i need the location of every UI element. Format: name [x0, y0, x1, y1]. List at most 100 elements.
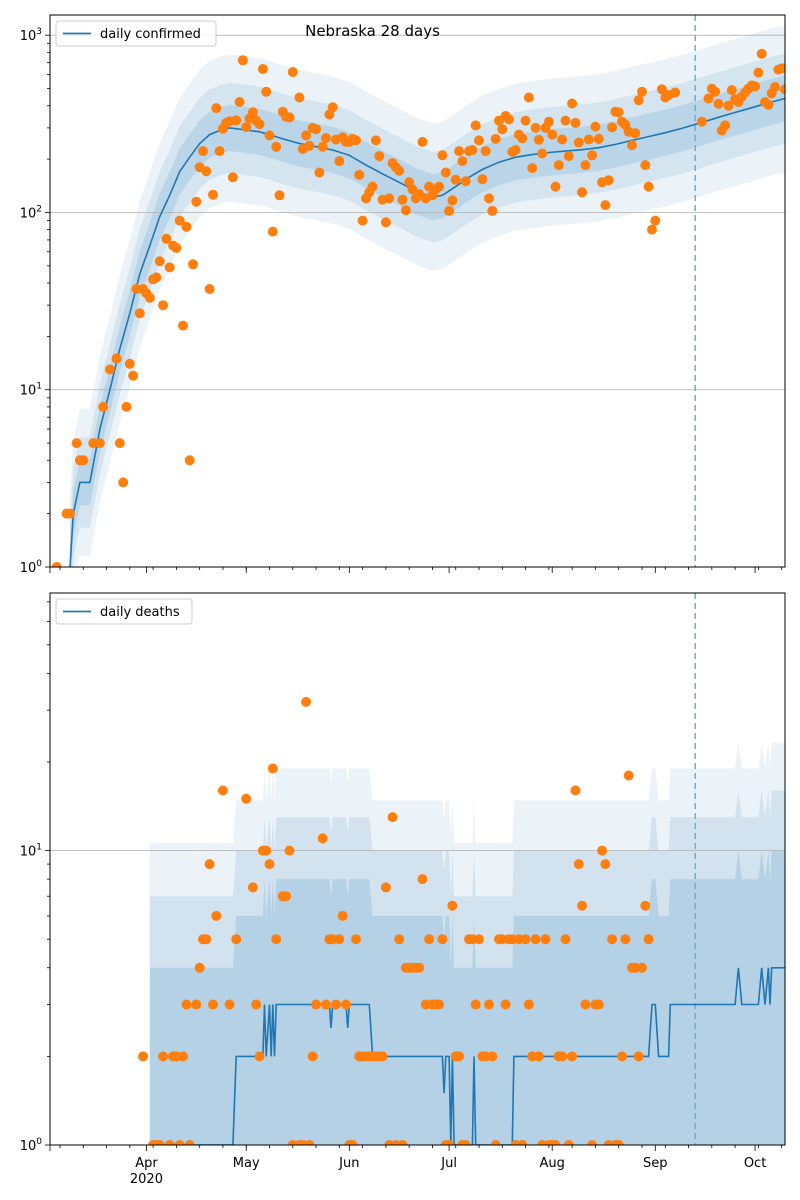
- data-point: [397, 1140, 408, 1145]
- data-point: [247, 882, 258, 893]
- data-point: [587, 1140, 598, 1145]
- data-point: [171, 243, 182, 253]
- data-point: [414, 962, 425, 973]
- data-point: [284, 112, 295, 123]
- data-point: [600, 859, 611, 870]
- data-point: [696, 116, 707, 127]
- data-point: [351, 135, 361, 146]
- data-point: [770, 82, 780, 92]
- data-point: [154, 1140, 165, 1145]
- data-point: [750, 81, 761, 92]
- data-point: [174, 215, 185, 226]
- data-point: [763, 99, 774, 110]
- data-point: [583, 134, 594, 145]
- data-point: [613, 1140, 624, 1145]
- data-point: [351, 934, 361, 945]
- data-point: [587, 150, 598, 161]
- x-tick-label: Sep: [643, 1156, 668, 1171]
- data-point: [557, 1051, 568, 1062]
- data-point: [530, 122, 541, 133]
- data-point: [577, 900, 588, 911]
- data-point: [251, 999, 262, 1010]
- data-point: [484, 193, 494, 204]
- data-point: [440, 167, 451, 178]
- data-point: [394, 934, 405, 945]
- x-tick-label: Oct: [744, 1156, 766, 1171]
- data-point: [304, 140, 315, 151]
- data-point: [577, 187, 588, 198]
- data-point: [474, 934, 484, 945]
- legend: daily confirmed: [55, 20, 217, 47]
- data-point: [184, 455, 195, 466]
- data-point: [517, 1140, 528, 1145]
- legend-label: daily confirmed: [100, 27, 201, 42]
- data-point: [294, 92, 305, 103]
- data-point: [254, 1051, 265, 1062]
- data-point: [347, 1140, 358, 1145]
- data-point: [134, 308, 145, 319]
- data-point: [520, 115, 531, 126]
- data-point: [454, 1051, 465, 1062]
- uncertainty-band: [70, 24, 785, 567]
- data-point: [237, 55, 248, 66]
- data-point: [231, 934, 242, 945]
- data-point: [620, 934, 631, 945]
- data-point: [247, 107, 258, 118]
- x-tick-label: Jul: [440, 1156, 457, 1171]
- data-point: [613, 107, 624, 118]
- data-point: [274, 190, 285, 201]
- data-point: [444, 1140, 455, 1145]
- uncertainty-band: [70, 75, 785, 567]
- y-tick-label: 100: [20, 1137, 43, 1154]
- uncertainty-band: [149, 743, 785, 1145]
- y-tick-label: 101: [20, 382, 42, 399]
- confirmed-panel: 100 101 102 103 Nebraska 28 days daily confir…: [20, 14, 786, 576]
- data-point: [480, 146, 491, 157]
- data-point: [317, 833, 328, 844]
- data-point: [723, 100, 734, 111]
- data-point: [65, 508, 75, 519]
- data-point: [178, 1051, 188, 1062]
- data-point: [51, 562, 62, 567]
- data-point: [607, 934, 618, 945]
- data-point: [553, 160, 564, 171]
- data-point: [434, 999, 445, 1010]
- data-point: [178, 320, 188, 331]
- data-point: [470, 999, 481, 1010]
- data-point: [71, 438, 82, 449]
- data-point: [573, 137, 584, 148]
- deaths-panel: 100 101 Apr May Jun Jul Aug Sep Oct 2020 daily dea…: [20, 592, 786, 1187]
- data-point: [181, 221, 192, 232]
- data-point: [321, 999, 331, 1010]
- data-point: [208, 999, 218, 1010]
- x-tick-label: May: [233, 1156, 260, 1171]
- data-point: [533, 1051, 544, 1062]
- data-point: [643, 934, 654, 945]
- data-point: [540, 934, 551, 945]
- data-point: [437, 934, 448, 945]
- data-point: [633, 95, 644, 106]
- data-point: [194, 962, 205, 973]
- data-point: [354, 169, 365, 180]
- data-point: [188, 259, 198, 270]
- data-point: [753, 67, 764, 78]
- data-point: [647, 224, 657, 235]
- data-point: [377, 1051, 388, 1062]
- data-point: [217, 785, 228, 796]
- data-point: [580, 999, 591, 1010]
- data-point: [504, 114, 514, 125]
- data-point: [474, 135, 484, 146]
- data-point: [334, 156, 345, 167]
- data-point: [181, 999, 192, 1010]
- data-point: [114, 438, 125, 449]
- data-point: [231, 115, 242, 126]
- data-point: [560, 934, 571, 945]
- y-tick-label: 100: [20, 559, 43, 576]
- x-year-label: 2020: [130, 1172, 163, 1187]
- data-point: [307, 1051, 318, 1062]
- data-point: [161, 233, 172, 244]
- data-point: [710, 86, 721, 97]
- data-point: [94, 438, 105, 449]
- x-tick-label: Jun: [338, 1156, 359, 1171]
